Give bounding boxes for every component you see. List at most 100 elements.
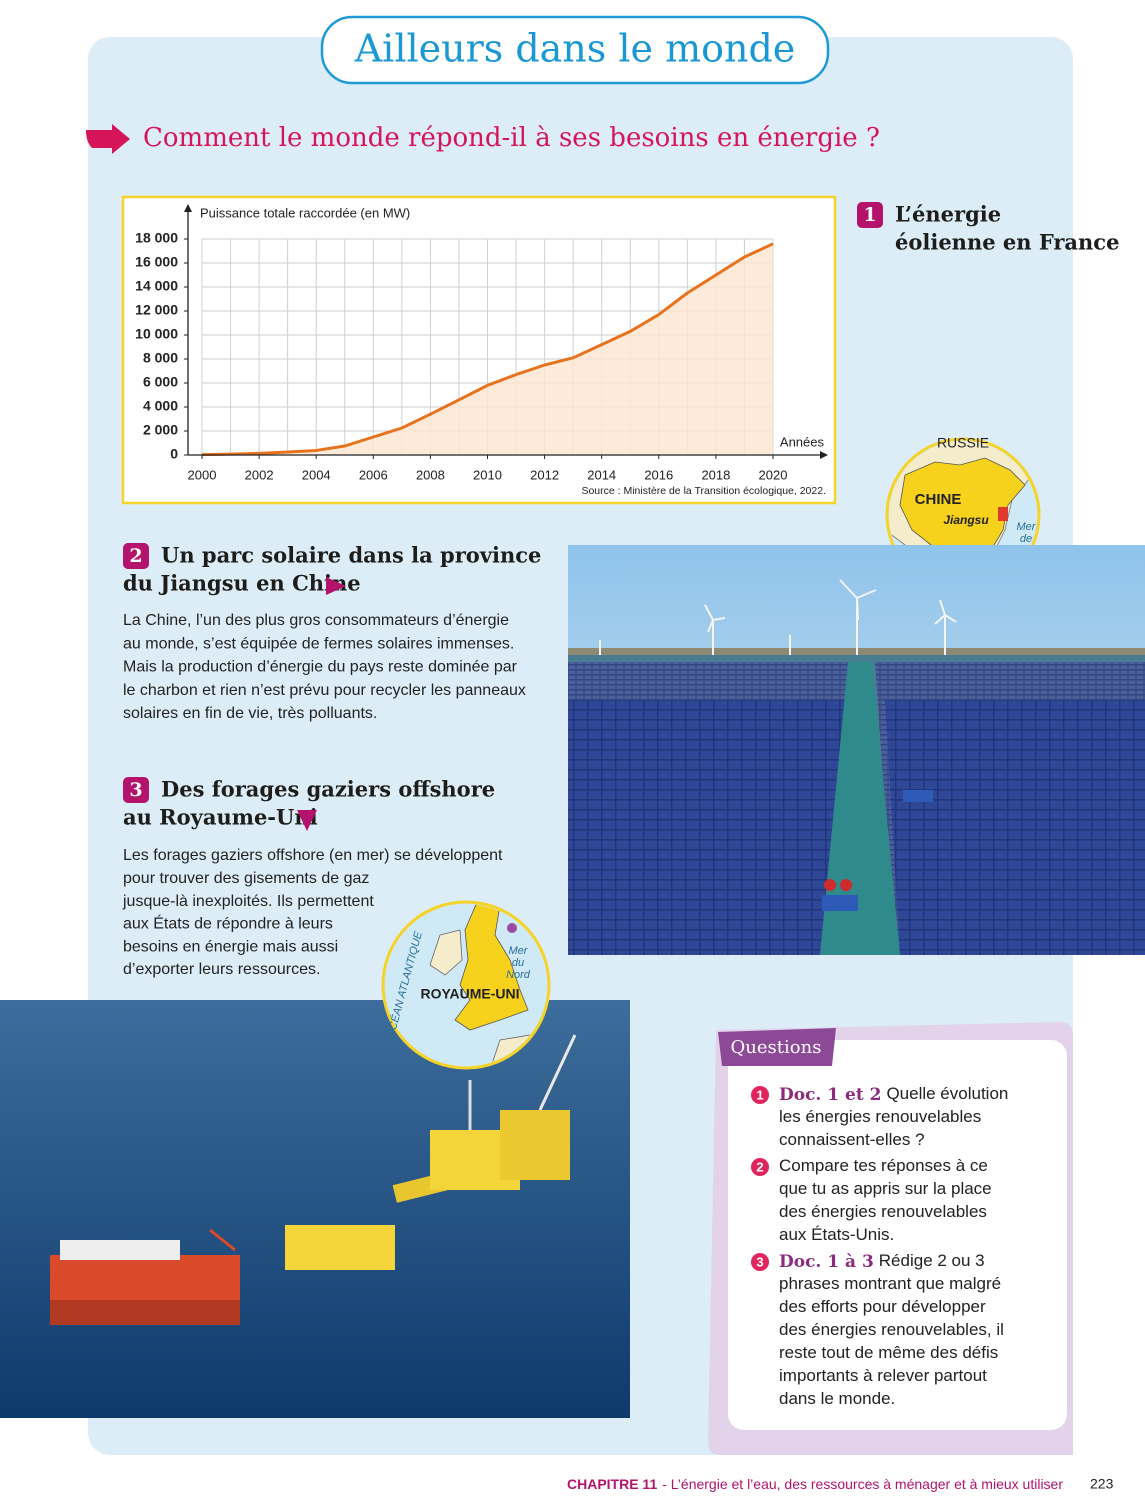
body-line: pour trouver des gisements de gaz [123,870,369,887]
doc-badge [123,543,149,569]
doc-title-line: au Royaume-Uni [123,805,318,830]
question-line: des efforts pour développer [779,1297,986,1316]
map-label: de [1020,533,1032,545]
x-tick-label: 2008 [416,467,445,482]
doc-title-line: L’énergie [895,202,1001,227]
x-tick-label: 2010 [473,467,502,482]
map-label: Mer [509,945,529,957]
body-line: aux États de répondre à leurs [123,914,333,933]
question-text: Quelle évolution [886,1084,1008,1103]
body-line: La Chine, l’un des plus gros consommateu… [123,612,509,629]
question-text: reste tout de même des défis [779,1343,998,1362]
question-line: aux États-Unis. [779,1225,894,1244]
questions-tab [718,1028,836,1066]
chart: 0 2 000 4 000 6 000 8 000 10 000 12 000 14 000 1… [135,204,828,497]
map-label: RUSSIE [937,435,989,451]
x-tick-label: 2012 [530,467,559,482]
x-tick-label: 2018 [701,467,730,482]
y-tick-label: 18 000 [135,230,178,246]
question-ref: Doc. 1 à 3 [779,1252,874,1272]
question-text: des énergies renouvelables, il [779,1320,1004,1339]
doc-number: 2 [129,545,142,567]
y-tick-label: 6 000 [143,374,178,390]
question-line: connaissent-elles ? [779,1130,925,1149]
questions-label: Questions [731,1037,822,1058]
y-tick-label: 8 000 [143,350,178,366]
arrow-down [297,810,317,831]
question-number: 3 [756,1254,763,1269]
photo-solar-park [568,545,1145,955]
question-line: des énergies renouvelables [779,1202,987,1221]
line [201,242,774,457]
question-number: 1 [756,1087,763,1102]
x-axis-arrow [820,451,828,459]
question-line: que tu as appris sur la place [779,1179,992,1198]
y-tick-label: 0 [170,446,178,462]
question-number: 2 [756,1159,763,1174]
chapter-number: CHAPITRE 11 [567,1476,657,1492]
question-line: des énergies renouvelables, il [779,1320,1004,1339]
question-text: dans le monde. [779,1389,895,1408]
question-line: phrases montrant que malgré [779,1274,1001,1293]
question-line: les énergies renouvelables [779,1107,981,1126]
x-tick-label: 2000 [188,467,217,482]
y-tick-label: 10 000 [135,326,178,342]
y-axis-label: Puissance totale raccordée (en MW) [200,205,410,220]
doc-badge [123,777,149,803]
x-axis-label: Années [780,434,825,449]
question-heading: Comment le monde répond-il à ses besoins… [143,123,880,153]
question-badge [751,1158,769,1176]
question-text: connaissent-elles ? [779,1130,925,1149]
question-text: les énergies renouvelables [779,1107,981,1126]
questions-box [728,1040,1067,1430]
x-tick-label: 2004 [302,467,331,482]
question-line: Doc. 1 et 2 Quelle évolution [779,1084,1008,1104]
y-tick-label: 16 000 [135,254,178,270]
doc-title-line: Un parc solaire dans la province [161,543,541,568]
page-title: Ailleurs dans le monde [354,27,796,71]
x-tick-label: 2020 [759,467,788,482]
question-line: importants à relever partout [779,1366,987,1385]
y-tick-label: 14 000 [135,278,178,294]
map-label: CHINE [915,491,962,508]
question-text: aux États-Unis. [779,1225,894,1244]
doc-title-line: éolienne en France [895,230,1119,255]
question-text: des énergies renouvelables [779,1202,987,1221]
map-label: Jiangsu [943,513,989,527]
arrow-right [326,577,346,595]
x-tick-label: 2014 [587,467,616,482]
doc-title-line: Des forages gaziers offshore [161,777,495,802]
question-line: Compare tes réponses à ce [779,1156,988,1175]
title-pill [320,15,830,85]
chapter-title: - L’énergie et l’eau, des ressources à m… [662,1476,1063,1492]
question-text: Compare tes réponses à ce [779,1156,988,1175]
question-line: dans le monde. [779,1389,895,1408]
doc-number: 3 [129,779,142,801]
x-tick-label: 2002 [245,467,274,482]
question-badge [751,1086,769,1104]
map-label: du [512,957,524,969]
jiangsu-mark [998,507,1008,521]
question-text: que tu as appris sur la place [779,1179,992,1198]
page-number: 223 [1090,1476,1114,1492]
y-tick-label: 2 000 [143,422,178,438]
body-line: au monde, s’est équipée de fermes solair… [123,635,514,652]
question-ref: Doc. 1 et 2 [779,1085,881,1105]
body-line: jusque-là inexploités. Ils permettent [122,893,374,910]
question-line: Doc. 1 à 3 Rédige 2 ou 3 [779,1251,985,1271]
photo-offshore [0,1000,630,1418]
body-line: solaires en fin de vie, très polluants. [123,705,377,722]
arrow-icon [86,124,130,154]
body-line: besoins en énergie mais aussi [123,938,338,955]
doc-title-line: du Jiangsu en Chine [123,571,361,596]
body-line: Mais la production d’énergie du pays res… [123,659,518,676]
y-tick-label: 12 000 [135,302,178,318]
question-line: reste tout de même des défis [779,1343,998,1362]
map-label: Nord [506,969,531,981]
question-badge [751,1253,769,1271]
question-text: phrases montrant que malgré [779,1274,1001,1293]
area [202,243,773,455]
footer-chapter: CHAPITRE 11 - L’énergie et l’eau, des res… [567,1476,1063,1492]
doc-badge [857,202,883,228]
